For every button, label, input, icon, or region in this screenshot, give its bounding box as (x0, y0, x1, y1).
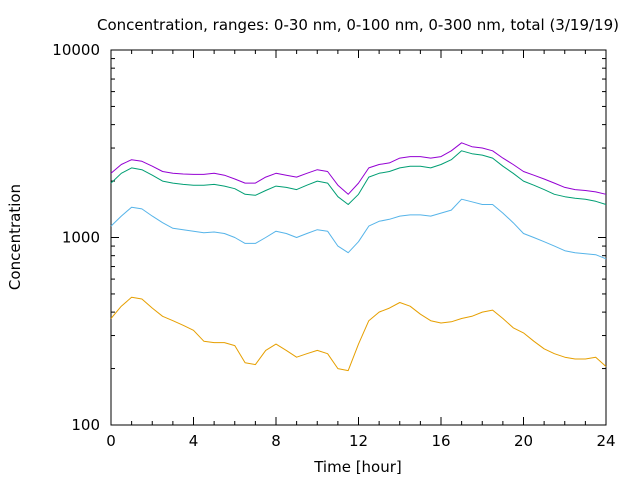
series-line-4 (110, 142, 607, 195)
y-tick-label: 100 (71, 416, 100, 434)
series-line-3 (110, 150, 607, 205)
x-axis-label: Time [hour] (313, 458, 402, 476)
x-tick-label: 12 (349, 432, 368, 450)
y-tick-label: 10000 (52, 41, 100, 59)
x-tick-label: 20 (514, 432, 533, 450)
x-tick-label: 16 (431, 432, 450, 450)
x-tick-label: 8 (271, 432, 281, 450)
series-line-2 (110, 198, 607, 260)
y-tick-label: 1000 (62, 229, 100, 247)
chart-title: Concentration, ranges: 0-30 nm, 0-100 nm… (97, 16, 619, 34)
plot-area: 0 4 8 12 16 20 24 100 1000 10000 (52, 41, 615, 450)
y-axis-label: Concentration (6, 184, 24, 290)
x-tick-label: 0 (106, 432, 116, 450)
plot-frame (110, 49, 607, 426)
series-line-1 (110, 296, 607, 372)
x-tick-label: 4 (189, 432, 199, 450)
x-tick-label: 24 (596, 432, 615, 450)
